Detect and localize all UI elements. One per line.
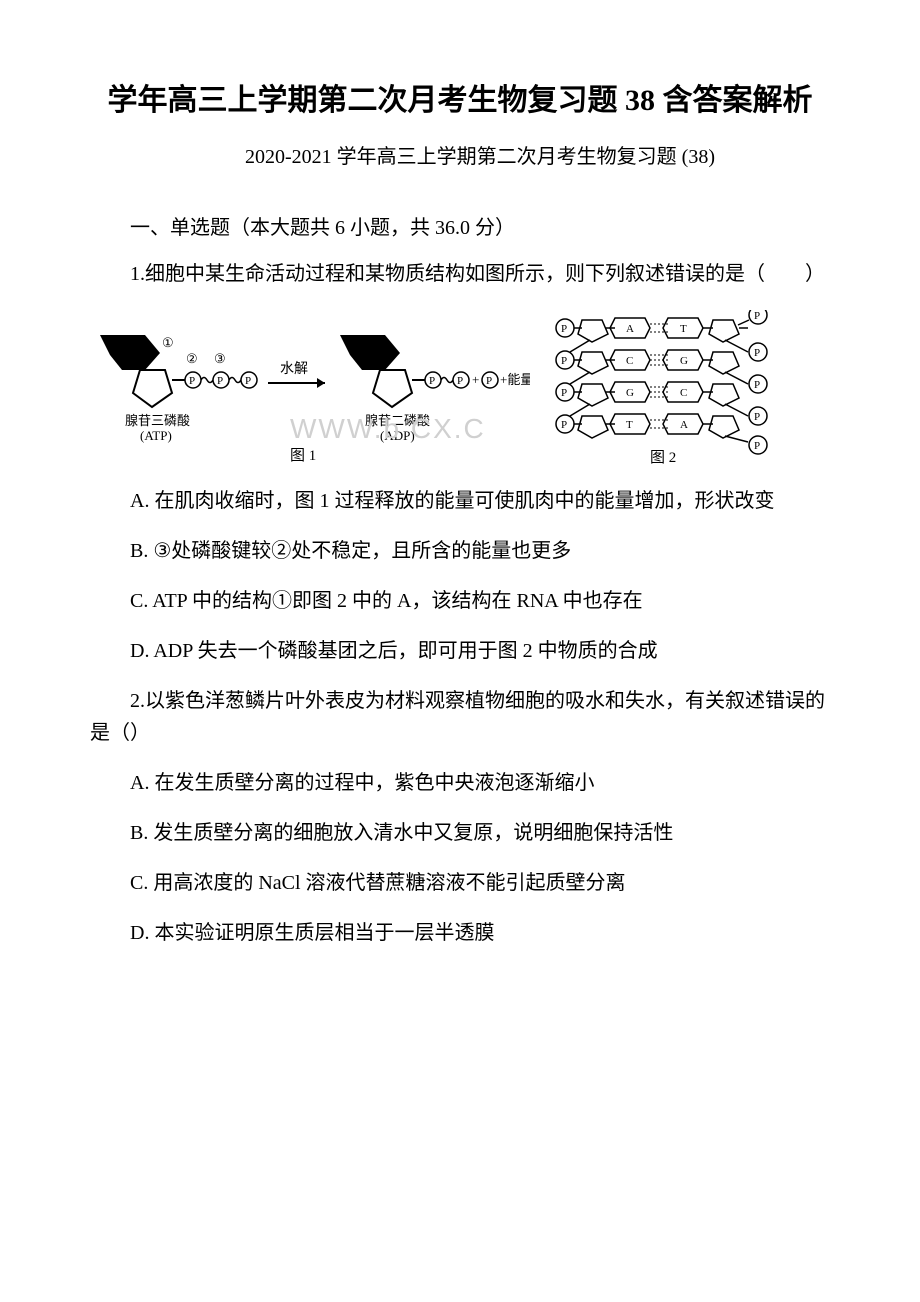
svg-text:③: ③ bbox=[214, 351, 226, 366]
svg-text:(ATP): (ATP) bbox=[140, 428, 172, 443]
question-1-option-b: B. ③处磷酸键较②处不稳定，且所含的能量也更多 bbox=[90, 535, 830, 567]
svg-text:+: + bbox=[472, 372, 479, 387]
question-1-option-a: A. 在肌肉收缩时，图 1 过程释放的能量可使肌肉中的能量增加，形状改变 bbox=[90, 485, 830, 517]
figure-1: ① P ② P ③ P 腺苷三磷酸 (ATP) bbox=[90, 325, 530, 465]
question-2-stem: 2.以紫色洋葱鳞片叶外表皮为材料观察植物细胞的吸水和失水，有关叙述错误的是（） bbox=[90, 685, 830, 749]
question-2-option-d: D. 本实验证明原生质层相当于一层半透膜 bbox=[90, 917, 830, 949]
svg-text:P: P bbox=[217, 375, 223, 387]
svg-text:P: P bbox=[245, 375, 251, 387]
svg-text:A: A bbox=[680, 419, 688, 431]
svg-text:P: P bbox=[561, 323, 567, 335]
svg-text:P: P bbox=[189, 375, 195, 387]
svg-text:T: T bbox=[626, 419, 633, 431]
dna-structure-icon: P A T P P C bbox=[550, 310, 800, 465]
atp-diagram-icon: ① P ② P ③ P 腺苷三磷酸 (ATP) bbox=[90, 325, 530, 465]
svg-text:①: ① bbox=[162, 335, 174, 350]
svg-text:图 2: 图 2 bbox=[650, 449, 676, 465]
svg-text:+能量: +能量 bbox=[500, 372, 530, 387]
question-2-option-a: A. 在发生质壁分离的过程中，紫色中央液泡逐渐缩小 bbox=[90, 767, 830, 799]
svg-text:G: G bbox=[626, 387, 634, 399]
svg-text:P: P bbox=[486, 375, 492, 387]
question-1-option-d: D. ADP 失去一个磷酸基团之后，即可用于图 2 中物质的合成 bbox=[90, 635, 830, 667]
svg-text:P: P bbox=[754, 310, 760, 322]
svg-text:P: P bbox=[457, 375, 463, 387]
question-1-stem: 1.细胞中某生命活动过程和某物质结构如图所示，则下列叙述错误的是（ ） bbox=[90, 258, 830, 290]
question-2-option-b: B. 发生质壁分离的细胞放入清水中又复原，说明细胞保持活性 bbox=[90, 817, 830, 849]
svg-text:P: P bbox=[754, 411, 760, 423]
figure-container: WWW.b CX.C ① P ② P ③ bbox=[90, 310, 830, 465]
svg-text:水解: 水解 bbox=[280, 361, 308, 377]
page-title: 学年高三上学期第二次月考生物复习题 38 含答案解析 bbox=[90, 80, 830, 122]
svg-text:图 1: 图 1 bbox=[290, 447, 316, 464]
svg-text:P: P bbox=[754, 347, 760, 359]
svg-text:P: P bbox=[561, 419, 567, 431]
svg-text:腺苷二磷酸: 腺苷二磷酸 bbox=[365, 413, 430, 428]
svg-text:P: P bbox=[561, 387, 567, 399]
svg-text:(ADP): (ADP) bbox=[380, 428, 415, 443]
section-heading: 一、单选题（本大题共 6 小题，共 36.0 分） bbox=[90, 211, 830, 240]
svg-text:A: A bbox=[626, 323, 634, 335]
svg-text:T: T bbox=[680, 323, 687, 335]
svg-text:P: P bbox=[754, 440, 760, 452]
svg-text:C: C bbox=[680, 387, 687, 399]
figure-2: P A T P P C bbox=[550, 310, 830, 465]
svg-text:腺苷三磷酸: 腺苷三磷酸 bbox=[125, 413, 190, 428]
question-2-option-c: C. 用高浓度的 NaCl 溶液代替蔗糖溶液不能引起质壁分离 bbox=[90, 867, 830, 899]
svg-text:C: C bbox=[626, 355, 633, 367]
svg-text:G: G bbox=[680, 355, 688, 367]
svg-text:P: P bbox=[429, 375, 435, 387]
svg-text:P: P bbox=[754, 379, 760, 391]
question-1-option-c: C. ATP 中的结构①即图 2 中的 A，该结构在 RNA 中也存在 bbox=[90, 585, 830, 617]
subtitle: 2020-2021 学年高三上学期第二次月考生物复习题 (38) bbox=[90, 140, 830, 169]
svg-text:P: P bbox=[561, 355, 567, 367]
svg-text:②: ② bbox=[186, 351, 198, 366]
